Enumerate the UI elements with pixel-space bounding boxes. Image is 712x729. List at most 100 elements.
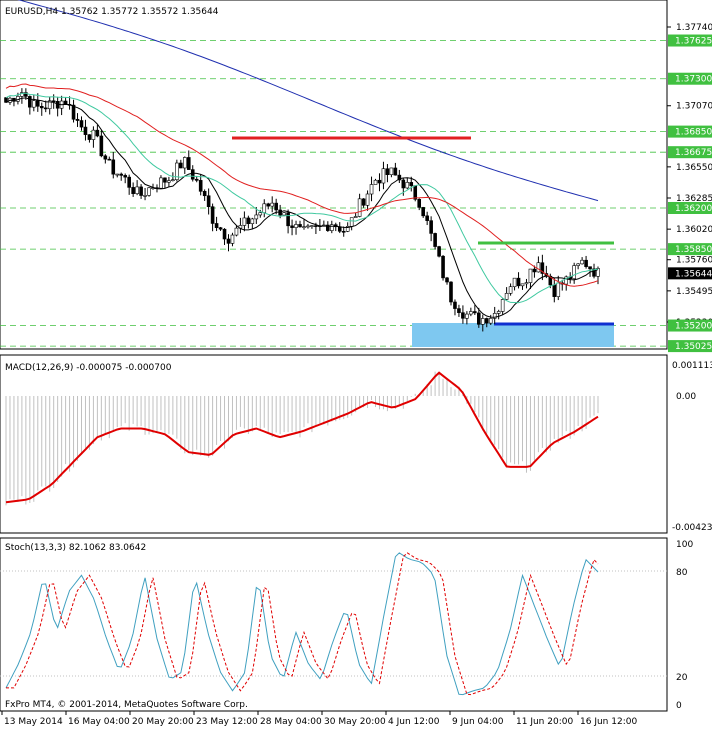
time-tick-label: 20 May 20:00 xyxy=(132,717,194,727)
candle-body xyxy=(532,268,537,273)
candle-body xyxy=(480,318,485,325)
level-marker xyxy=(668,319,712,332)
candle-body xyxy=(580,259,584,265)
candle-body xyxy=(163,177,167,183)
candle-body xyxy=(71,104,76,120)
candle-body xyxy=(341,230,346,233)
candle-body xyxy=(381,168,386,184)
level-marker xyxy=(668,201,712,214)
candle-body xyxy=(298,224,302,228)
candle-body xyxy=(302,226,306,228)
time-tick-label: 13 May 2014 xyxy=(4,717,63,727)
level-marker xyxy=(668,34,712,47)
candle-body xyxy=(51,100,56,103)
level-marker xyxy=(668,243,712,256)
candle-body xyxy=(254,214,259,220)
candle-body xyxy=(290,225,294,228)
stoch-level-100: 100 xyxy=(676,540,693,550)
candle-body xyxy=(310,225,314,227)
level-marker xyxy=(668,125,712,138)
candle-body xyxy=(79,120,84,128)
candle-body xyxy=(484,318,489,324)
candle-body xyxy=(361,198,366,206)
level-marker-label: 1.35025 xyxy=(675,342,712,352)
candle-body xyxy=(28,96,32,108)
candle-body xyxy=(512,277,517,288)
candle-body xyxy=(572,265,576,279)
watermark: FxPro MT4, © 2001-2014, MetaQuotes Softw… xyxy=(5,700,248,710)
candle-body xyxy=(433,233,437,247)
candle-body xyxy=(548,275,553,286)
candle-body xyxy=(179,162,183,169)
sma-fast-line xyxy=(5,97,599,318)
level-marker-label: 1.35200 xyxy=(675,322,712,332)
candle-body xyxy=(47,100,52,110)
candle-body xyxy=(588,266,592,270)
candle-body xyxy=(405,182,410,189)
candle-body xyxy=(397,174,402,181)
time-tick-label: 9 Jun 04:00 xyxy=(452,717,504,727)
time-tick-label: 4 Jun 12:00 xyxy=(388,717,440,727)
candle-body xyxy=(461,312,465,319)
candle-body xyxy=(429,220,433,234)
macd-scale-top: 0.001113 xyxy=(672,361,712,371)
price-tick-label: 1.37070 xyxy=(676,102,712,112)
level-marker-label: 1.36200 xyxy=(675,204,712,214)
candle-body xyxy=(584,259,588,267)
candle-body xyxy=(87,134,92,140)
candle-body xyxy=(449,281,453,303)
candle-body xyxy=(473,311,477,314)
sma-mid-line xyxy=(5,92,599,304)
candle-body xyxy=(107,158,112,161)
candle-body xyxy=(63,100,68,105)
candle-body xyxy=(508,286,513,294)
candle-body xyxy=(24,92,28,97)
current-price-label: 1.35644 xyxy=(675,269,712,279)
candle-body xyxy=(377,179,382,184)
candle-body xyxy=(194,178,199,181)
candle-body xyxy=(95,129,100,137)
candle-body xyxy=(504,293,509,300)
candle-body xyxy=(202,191,207,197)
candle-body xyxy=(159,177,163,189)
candle-body xyxy=(210,206,215,224)
candle-body xyxy=(488,318,493,324)
price-tick-label: 1.35760 xyxy=(676,256,712,266)
candle-body xyxy=(99,135,104,157)
candle-body xyxy=(524,282,529,285)
candle-body xyxy=(282,212,286,216)
candle-body xyxy=(421,207,425,217)
candle-body xyxy=(556,282,561,297)
candle-body xyxy=(326,224,330,231)
level-marker-label: 1.35850 xyxy=(675,245,712,255)
candle-body xyxy=(167,180,171,183)
candle-body xyxy=(500,299,505,312)
candle-body xyxy=(270,202,275,207)
candle-body xyxy=(214,223,219,228)
candle-body xyxy=(306,225,310,228)
candle-body xyxy=(469,311,473,315)
candle-body xyxy=(536,262,541,273)
candle-body xyxy=(206,195,211,208)
level-marker-label: 1.36850 xyxy=(675,128,712,138)
candle-body xyxy=(357,198,362,217)
symbol-timeframe: EURUSD,H4 xyxy=(5,7,58,17)
stoch-label: Stoch(13,3,3) 82.1062 83.0642 xyxy=(5,543,146,553)
price-axis: 1.37740 1.37070 1.36550 1.36285 1.36020 1.357… xyxy=(667,23,712,353)
candle-body xyxy=(596,268,600,277)
macd-scale-zero: 0.00 xyxy=(676,392,696,402)
time-tick-label: 16 May 04:00 xyxy=(68,717,130,727)
candle-body xyxy=(353,216,358,219)
candle-body xyxy=(389,167,394,175)
candle-body xyxy=(266,203,271,207)
candle-body xyxy=(441,255,445,279)
candle-body xyxy=(32,100,36,108)
macd-panel-frame xyxy=(0,354,668,534)
stoch-signal-line xyxy=(6,552,599,696)
current-price-marker xyxy=(668,267,712,280)
candle-body xyxy=(234,227,239,236)
candle-body xyxy=(516,277,521,287)
candle-body xyxy=(477,312,481,325)
candle-body xyxy=(218,227,223,230)
